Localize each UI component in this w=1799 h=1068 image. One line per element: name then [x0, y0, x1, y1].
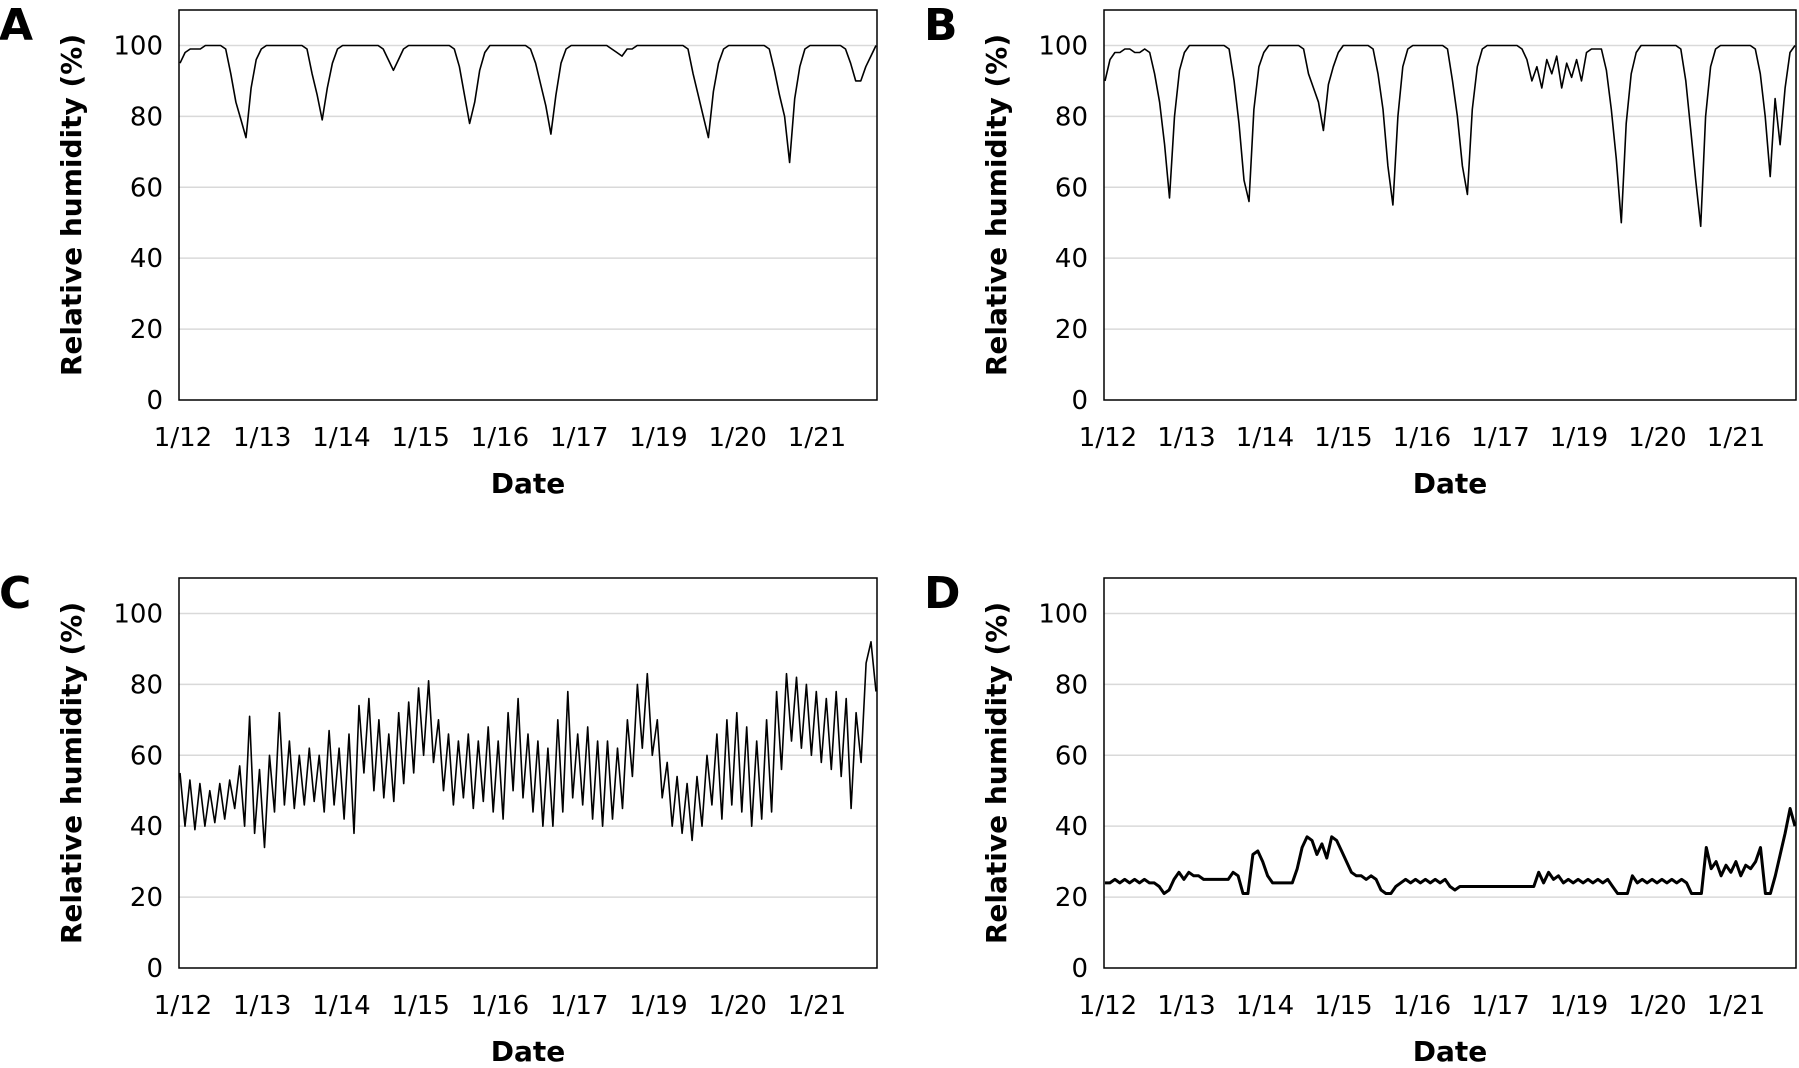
y-tick-label: 60: [130, 741, 163, 771]
y-tick-label: 80: [130, 670, 163, 700]
y-tick-label: 100: [113, 599, 163, 629]
plot-frame: [1103, 577, 1797, 969]
x-tick-label: 1/16: [471, 423, 529, 453]
x-tick-label: 1/14: [1236, 423, 1294, 453]
y-tick-label: 60: [1055, 741, 1088, 771]
panel-a: 0 20 40 60 80 100 1/12 1/13 1/14 1/15 1/16 1/17 1/19…: [0, 0, 878, 500]
x-tick-label: 1/17: [550, 423, 608, 453]
x-tick-label: 1/19: [1550, 423, 1608, 453]
y-tick-label: 20: [1055, 315, 1088, 345]
x-axis-title: Date: [1413, 1035, 1488, 1068]
x-tick-label: 1/15: [392, 991, 450, 1021]
y-tick-label: 100: [1038, 31, 1088, 61]
panel-c: 0 20 40 60 80 100 1/12 1/13 1/14 1/15 1/16 1/17 1/19…: [0, 568, 878, 1068]
y-tick-label: 80: [1055, 670, 1088, 700]
plot-frame: [178, 9, 878, 401]
x-tick-label: 1/12: [154, 423, 212, 453]
y-tick-label: 60: [1055, 173, 1088, 203]
panel-letter: B: [924, 0, 958, 51]
y-tick-label: 0: [146, 954, 163, 984]
x-tick-label: 1/19: [1550, 991, 1608, 1021]
x-tick-label: 1/13: [233, 991, 291, 1021]
panel-letter: A: [0, 0, 33, 51]
humidity-series-line: [1105, 807, 1797, 895]
x-tick-label: 1/15: [1314, 423, 1372, 453]
plot-frame: [1103, 9, 1797, 401]
x-tick-label: 1/14: [1236, 991, 1294, 1021]
x-tick-label: 1/13: [233, 423, 291, 453]
y-axis-title: Relative humidity (%): [55, 34, 88, 376]
x-tick-label: 1/21: [788, 423, 846, 453]
x-tick-label: 1/12: [1079, 991, 1137, 1021]
panel-letter: D: [924, 568, 961, 619]
x-tick-label: 1/17: [1471, 423, 1529, 453]
x-tick-label: 1/19: [629, 991, 687, 1021]
x-tick-label: 1/17: [1471, 991, 1529, 1021]
x-tick-label: 1/16: [471, 991, 529, 1021]
x-tick-label: 1/20: [1628, 423, 1686, 453]
x-tick-label: 1/14: [312, 991, 370, 1021]
x-tick-label: 1/20: [709, 991, 767, 1021]
x-tick-label: 1/16: [1393, 991, 1451, 1021]
x-tick-label: 1/15: [1314, 991, 1372, 1021]
y-tick-label: 0: [146, 386, 163, 416]
x-tick-label: 1/21: [788, 991, 846, 1021]
y-tick-label: 0: [1071, 386, 1088, 416]
y-tick-label: 40: [1055, 812, 1088, 842]
plot-frame: [178, 577, 878, 969]
x-tick-label: 1/20: [1628, 991, 1686, 1021]
humidity-series-line: [179, 640, 877, 849]
x-axis-title: Date: [491, 1035, 566, 1068]
x-tick-label: 1/12: [154, 991, 212, 1021]
y-axis-title: Relative humidity (%): [980, 34, 1013, 376]
y-tick-label: 20: [1055, 883, 1088, 913]
y-tick-label: 100: [1038, 599, 1088, 629]
y-tick-label: 20: [130, 883, 163, 913]
x-tick-label: 1/20: [709, 423, 767, 453]
y-tick-label: 80: [130, 102, 163, 132]
y-tick-label: 40: [130, 812, 163, 842]
y-tick-label: 20: [130, 315, 163, 345]
x-tick-label: 1/15: [392, 423, 450, 453]
x-tick-label: 1/13: [1157, 423, 1215, 453]
x-tick-label: 1/16: [1393, 423, 1451, 453]
x-tick-label: 1/19: [629, 423, 687, 453]
y-tick-label: 40: [1055, 244, 1088, 274]
x-tick-label: 1/13: [1157, 991, 1215, 1021]
x-tick-label: 1/21: [1707, 991, 1765, 1021]
y-axis-title: Relative humidity (%): [980, 602, 1013, 944]
y-tick-label: 40: [130, 244, 163, 274]
x-axis-title: Date: [1413, 467, 1488, 500]
panel-letter: C: [0, 568, 31, 619]
x-tick-label: 1/12: [1079, 423, 1137, 453]
humidity-series-line: [179, 44, 877, 164]
panel-d: 0 20 40 60 80 100 1/12 1/13 1/14 1/15 1/16 1/17 1/19…: [924, 568, 1797, 1068]
x-tick-label: 1/17: [550, 991, 608, 1021]
y-tick-label: 0: [1071, 954, 1088, 984]
y-axis-title: Relative humidity (%): [55, 602, 88, 944]
humidity-series-line: [1104, 44, 1796, 228]
y-tick-label: 80: [1055, 102, 1088, 132]
x-tick-label: 1/14: [312, 423, 370, 453]
y-tick-label: 100: [113, 31, 163, 61]
x-axis-title: Date: [491, 467, 566, 500]
panel-b: 0 20 40 60 80 100 1/12 1/13 1/14 1/15 1/16 1/17 1/19…: [924, 0, 1797, 500]
x-tick-label: 1/21: [1707, 423, 1765, 453]
y-tick-label: 60: [130, 173, 163, 203]
